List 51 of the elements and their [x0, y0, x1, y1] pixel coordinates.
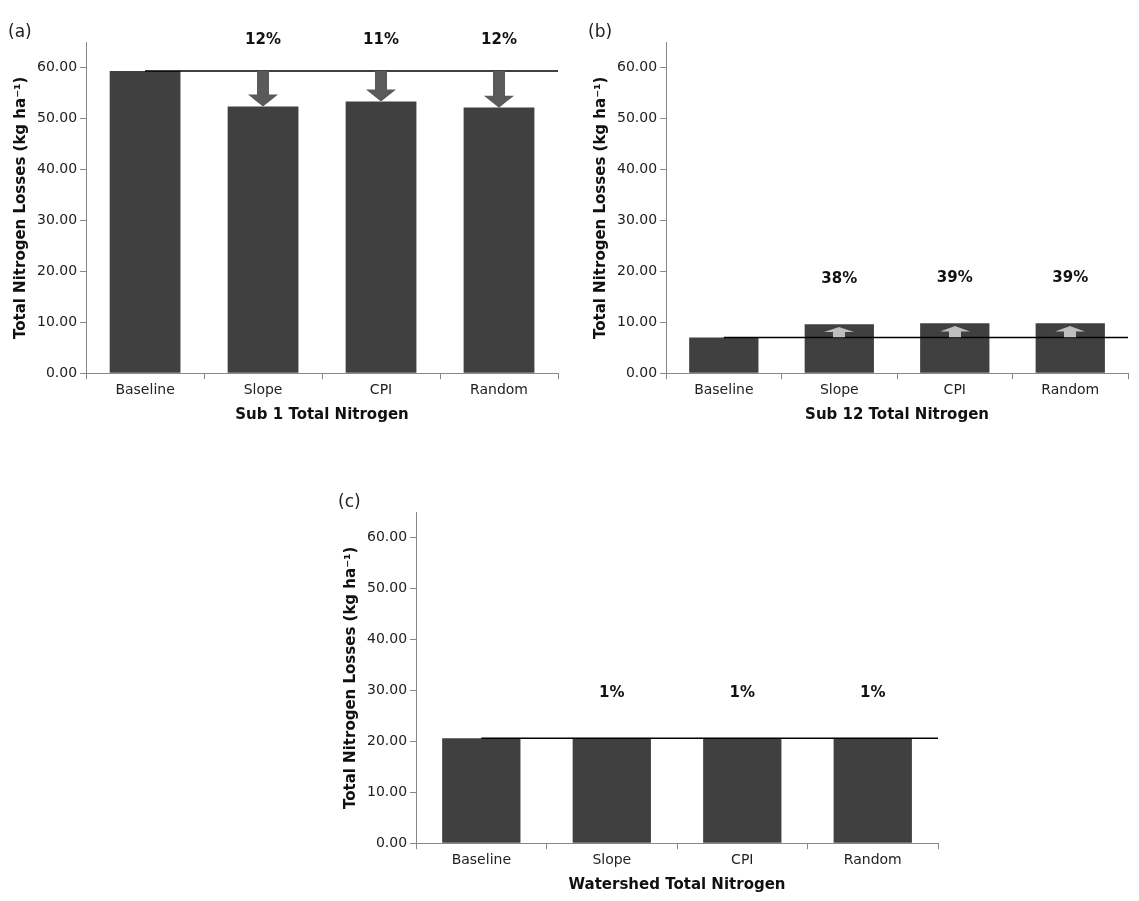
annotation: 1%	[729, 683, 756, 702]
x-tick-label: Baseline	[451, 851, 511, 868]
y-tick-label: 10.00	[616, 312, 658, 329]
annotation: 39%	[1052, 268, 1089, 287]
y-tick-label: 0.00	[625, 363, 658, 380]
x-tick-label: CPI	[369, 381, 393, 398]
annotation: 1%	[860, 683, 886, 702]
chart-title: (a)	[8, 20, 32, 41]
x-tick-label: Random	[470, 381, 528, 398]
y-tick-label: 0.00	[45, 363, 78, 380]
y-tick-label: 0.00	[375, 833, 408, 850]
y-axis-title: Total Nitrogen Losses (kg ha⁻¹)	[590, 76, 609, 340]
y-tick-label: 30.00	[366, 681, 408, 698]
y-tick-label: 60.00	[36, 58, 78, 75]
chart-title: (c)	[338, 490, 361, 511]
x-tick-label: Slope	[819, 381, 859, 398]
y-axis-title: Total Nitrogen Losses (kg ha⁻¹)	[10, 76, 29, 340]
annotation: 38%	[821, 269, 858, 288]
x-axis-title: Watershed Total Nitrogen	[568, 874, 786, 893]
y-tick-label: 10.00	[366, 782, 408, 799]
y-tick-label: 20.00	[366, 732, 408, 749]
x-tick-label: Baseline	[115, 381, 175, 398]
annotation: 39%	[936, 268, 973, 287]
x-axis-title: Sub 1 Total Nitrogen	[235, 404, 409, 423]
y-tick-label: 20.00	[616, 262, 658, 279]
x-tick-label: CPI	[731, 851, 754, 868]
y-tick-label: 10.00	[36, 312, 78, 329]
x-axis-title: Sub 12 Total Nitrogen	[805, 404, 989, 423]
x-tick-label: Random	[843, 851, 902, 868]
y-tick-label: 40.00	[36, 160, 78, 177]
annotation: 1%	[599, 683, 625, 702]
y-tick-label: 50.00	[36, 109, 78, 126]
y-tick-label: 50.00	[366, 579, 408, 596]
annotation: 12%	[481, 30, 517, 49]
y-tick-label: 60.00	[616, 58, 658, 75]
y-tick-label: 40.00	[616, 160, 658, 177]
y-tick-label: 30.00	[616, 211, 658, 228]
x-tick-label: Random	[1041, 381, 1100, 398]
annotation: 11%	[363, 30, 399, 49]
x-tick-label: CPI	[943, 381, 966, 398]
y-tick-label: 60.00	[366, 528, 408, 545]
annotation: 12%	[245, 30, 281, 49]
y-axis-title: Total Nitrogen Losses (kg ha⁻¹)	[340, 546, 359, 810]
x-tick-label: Baseline	[694, 381, 754, 398]
x-tick-label: Slope	[243, 381, 283, 398]
chart-title: (b)	[588, 20, 613, 41]
y-tick-label: 50.00	[616, 109, 658, 126]
y-tick-label: 30.00	[36, 211, 78, 228]
y-tick-label: 40.00	[366, 630, 408, 647]
x-tick-label: Slope	[592, 851, 632, 868]
y-tick-label: 20.00	[36, 262, 78, 279]
